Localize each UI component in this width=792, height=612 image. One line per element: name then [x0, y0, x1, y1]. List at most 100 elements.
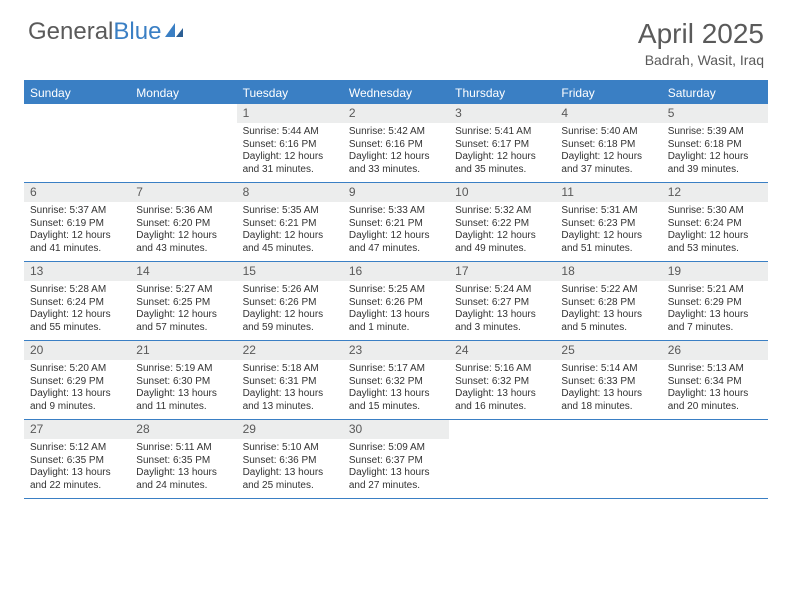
daylight-line: Daylight: 12 hours [555, 151, 661, 164]
empty-cell [130, 104, 236, 182]
daylight-line: Daylight: 13 hours [662, 309, 768, 322]
sunrise-line: Sunrise: 5:28 AM [24, 284, 130, 297]
day-number: 22 [237, 341, 343, 360]
daylight-line: Daylight: 13 hours [130, 388, 236, 401]
day-cell: 16Sunrise: 5:25 AMSunset: 6:26 PMDayligh… [343, 262, 449, 340]
day-cell: 23Sunrise: 5:17 AMSunset: 6:32 PMDayligh… [343, 341, 449, 419]
day-header: Sunday [24, 82, 130, 104]
sunrise-line: Sunrise: 5:26 AM [237, 284, 343, 297]
day-cell: 2Sunrise: 5:42 AMSunset: 6:16 PMDaylight… [343, 104, 449, 182]
sunrise-line: Sunrise: 5:10 AM [237, 442, 343, 455]
sail-icon [163, 18, 185, 46]
sunset-line: Sunset: 6:37 PM [343, 455, 449, 468]
day-number: 29 [237, 420, 343, 439]
daylight-line: Daylight: 12 hours [449, 151, 555, 164]
day-cell: 26Sunrise: 5:13 AMSunset: 6:34 PMDayligh… [662, 341, 768, 419]
sunset-line: Sunset: 6:20 PM [130, 218, 236, 231]
daylight-line: Daylight: 13 hours [555, 388, 661, 401]
daylight-line: and 20 minutes. [662, 401, 768, 414]
daylight-line: and 18 minutes. [555, 401, 661, 414]
location: Badrah, Wasit, Iraq [638, 52, 764, 68]
day-number: 11 [555, 183, 661, 202]
daylight-line: and 57 minutes. [130, 322, 236, 335]
logo-text-general: General [28, 18, 113, 46]
daylight-line: and 7 minutes. [662, 322, 768, 335]
day-number: 3 [449, 104, 555, 123]
day-cell: 6Sunrise: 5:37 AMSunset: 6:19 PMDaylight… [24, 183, 130, 261]
week-row: 6Sunrise: 5:37 AMSunset: 6:19 PMDaylight… [24, 183, 768, 262]
sunset-line: Sunset: 6:31 PM [237, 376, 343, 389]
sunset-line: Sunset: 6:34 PM [662, 376, 768, 389]
week-row: 20Sunrise: 5:20 AMSunset: 6:29 PMDayligh… [24, 341, 768, 420]
day-cell: 20Sunrise: 5:20 AMSunset: 6:29 PMDayligh… [24, 341, 130, 419]
day-number: 8 [237, 183, 343, 202]
daylight-line: and 11 minutes. [130, 401, 236, 414]
day-cell: 21Sunrise: 5:19 AMSunset: 6:30 PMDayligh… [130, 341, 236, 419]
day-header: Wednesday [343, 82, 449, 104]
day-cell: 17Sunrise: 5:24 AMSunset: 6:27 PMDayligh… [449, 262, 555, 340]
day-header: Saturday [662, 82, 768, 104]
daylight-line: Daylight: 12 hours [130, 230, 236, 243]
daylight-line: and 39 minutes. [662, 164, 768, 177]
daylight-line: Daylight: 12 hours [237, 309, 343, 322]
weeks-container: 1Sunrise: 5:44 AMSunset: 6:16 PMDaylight… [24, 104, 768, 499]
sunset-line: Sunset: 6:18 PM [662, 139, 768, 152]
day-cell: 11 Sunrise: 5:31 AMSunset: 6:23 PMDayligh… [555, 183, 661, 261]
daylight-line: and 59 minutes. [237, 322, 343, 335]
day-header: Monday [130, 82, 236, 104]
daylight-line: and 49 minutes. [449, 243, 555, 256]
daylight-line: Daylight: 13 hours [449, 388, 555, 401]
day-number: 24 [449, 341, 555, 360]
sunrise-line: Sunrise: 5:17 AM [343, 363, 449, 376]
day-number: 18 [555, 262, 661, 281]
day-cell: 30Sunrise: 5:09 AMSunset: 6:37 PMDayligh… [343, 420, 449, 498]
daylight-line: Daylight: 12 hours [662, 151, 768, 164]
daylight-line: Daylight: 13 hours [449, 309, 555, 322]
logo-text-blue: Blue [113, 18, 161, 46]
daylight-line: Daylight: 12 hours [130, 309, 236, 322]
sunrise-line: Sunrise: 5:31 AM [555, 205, 661, 218]
sunrise-line: Sunrise: 5:12 AM [24, 442, 130, 455]
day-cell: 7Sunrise: 5:36 AMSunset: 6:20 PMDaylight… [130, 183, 236, 261]
sunset-line: Sunset: 6:32 PM [449, 376, 555, 389]
daylight-line: and 51 minutes. [555, 243, 661, 256]
daylight-line: Daylight: 13 hours [343, 309, 449, 322]
day-number: 27 [24, 420, 130, 439]
day-number: 13 [24, 262, 130, 281]
daylight-line: Daylight: 12 hours [343, 151, 449, 164]
daylight-line: Daylight: 12 hours [555, 230, 661, 243]
empty-cell [555, 420, 661, 498]
week-row: 27Sunrise: 5:12 AMSunset: 6:35 PMDayligh… [24, 420, 768, 499]
week-row: 13Sunrise: 5:28 AMSunset: 6:24 PMDayligh… [24, 262, 768, 341]
daylight-line: Daylight: 13 hours [555, 309, 661, 322]
daylight-line: and 16 minutes. [449, 401, 555, 414]
sunset-line: Sunset: 6:23 PM [555, 218, 661, 231]
sunrise-line: Sunrise: 5:22 AM [555, 284, 661, 297]
day-header: Friday [555, 82, 661, 104]
sunrise-line: Sunrise: 5:44 AM [237, 126, 343, 139]
day-number: 14 [130, 262, 236, 281]
daylight-line: Daylight: 12 hours [343, 230, 449, 243]
sunset-line: Sunset: 6:24 PM [24, 297, 130, 310]
day-cell: 8Sunrise: 5:35 AMSunset: 6:21 PMDaylight… [237, 183, 343, 261]
day-number: 16 [343, 262, 449, 281]
day-cell: 25Sunrise: 5:14 AMSunset: 6:33 PMDayligh… [555, 341, 661, 419]
daylight-line: and 24 minutes. [130, 480, 236, 493]
week-row: 1Sunrise: 5:44 AMSunset: 6:16 PMDaylight… [24, 104, 768, 183]
sunrise-line: Sunrise: 5:33 AM [343, 205, 449, 218]
day-number: 30 [343, 420, 449, 439]
sunrise-line: Sunrise: 5:21 AM [662, 284, 768, 297]
day-cell: 19Sunrise: 5:21 AMSunset: 6:29 PMDayligh… [662, 262, 768, 340]
sunrise-line: Sunrise: 5:42 AM [343, 126, 449, 139]
daylight-line: Daylight: 13 hours [24, 388, 130, 401]
sunset-line: Sunset: 6:16 PM [343, 139, 449, 152]
logo: GeneralBlue [28, 18, 185, 46]
day-number: 19 [662, 262, 768, 281]
sunrise-line: Sunrise: 5:41 AM [449, 126, 555, 139]
sunrise-line: Sunrise: 5:16 AM [449, 363, 555, 376]
sunrise-line: Sunrise: 5:37 AM [24, 205, 130, 218]
daylight-line: Daylight: 13 hours [343, 388, 449, 401]
empty-cell [662, 420, 768, 498]
day-number: 21 [130, 341, 236, 360]
daylight-line: and 41 minutes. [24, 243, 130, 256]
